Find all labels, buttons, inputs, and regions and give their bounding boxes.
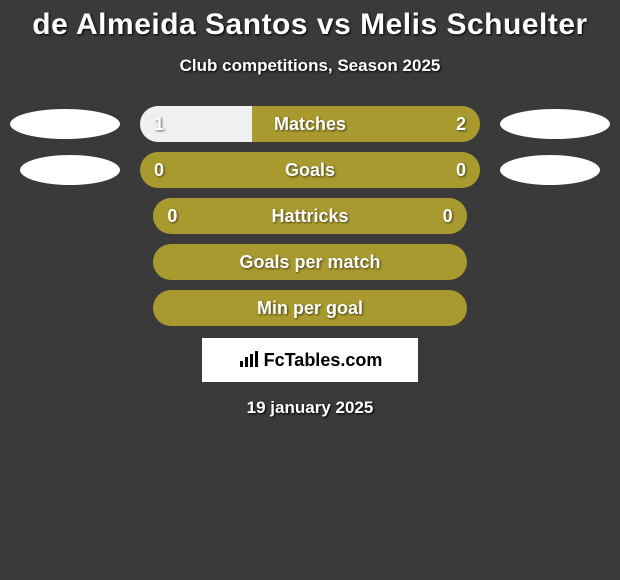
stat-value-left: 1 bbox=[154, 114, 164, 135]
player-left-badge bbox=[20, 155, 120, 185]
stat-label: Min per goal bbox=[257, 298, 363, 319]
player-left-badge bbox=[10, 109, 120, 139]
stat-label: Goals per match bbox=[239, 252, 380, 273]
player-right-badge bbox=[500, 109, 610, 139]
placeholder bbox=[493, 293, 594, 323]
bar-chart-icon bbox=[238, 351, 260, 369]
stat-value-left: 0 bbox=[167, 206, 177, 227]
stat-bar: 0 Hattricks 0 bbox=[153, 198, 466, 234]
stat-row: 0 Hattricks 0 bbox=[0, 198, 620, 234]
stat-value-left: 0 bbox=[154, 160, 164, 181]
stat-label: Hattricks bbox=[271, 206, 348, 227]
stat-row: Goals per match bbox=[0, 244, 620, 280]
placeholder bbox=[26, 247, 127, 277]
stat-label: Matches bbox=[274, 114, 346, 135]
stat-row: Min per goal bbox=[0, 290, 620, 326]
stat-bar: Goals per match bbox=[153, 244, 466, 280]
subtitle: Club competitions, Season 2025 bbox=[0, 56, 620, 76]
stat-bar: Min per goal bbox=[153, 290, 466, 326]
logo-box: FcTables.com bbox=[202, 338, 418, 382]
stat-value-right: 0 bbox=[443, 206, 453, 227]
stat-value-right: 0 bbox=[456, 160, 466, 181]
page-title: de Almeida Santos vs Melis Schuelter bbox=[0, 8, 620, 42]
stat-row: 1 Matches 2 bbox=[0, 106, 620, 142]
stat-bar: 1 Matches 2 bbox=[140, 106, 480, 142]
stat-value-right: 2 bbox=[456, 114, 466, 135]
logo: FcTables.com bbox=[238, 350, 383, 371]
stat-row: 0 Goals 0 bbox=[0, 152, 620, 188]
comparison-infographic: de Almeida Santos vs Melis Schuelter Clu… bbox=[0, 0, 620, 418]
stat-label: Goals bbox=[285, 160, 335, 181]
placeholder bbox=[26, 201, 127, 231]
date-text: 19 january 2025 bbox=[0, 398, 620, 418]
placeholder bbox=[493, 247, 594, 277]
stats-rows: 1 Matches 2 0 Goals 0 0 Hattricks 0 Goals per mat… bbox=[0, 106, 620, 326]
player-right-badge bbox=[500, 155, 600, 185]
placeholder bbox=[493, 201, 594, 231]
logo-text: FcTables.com bbox=[264, 350, 383, 371]
placeholder bbox=[26, 293, 127, 323]
stat-bar: 0 Goals 0 bbox=[140, 152, 480, 188]
